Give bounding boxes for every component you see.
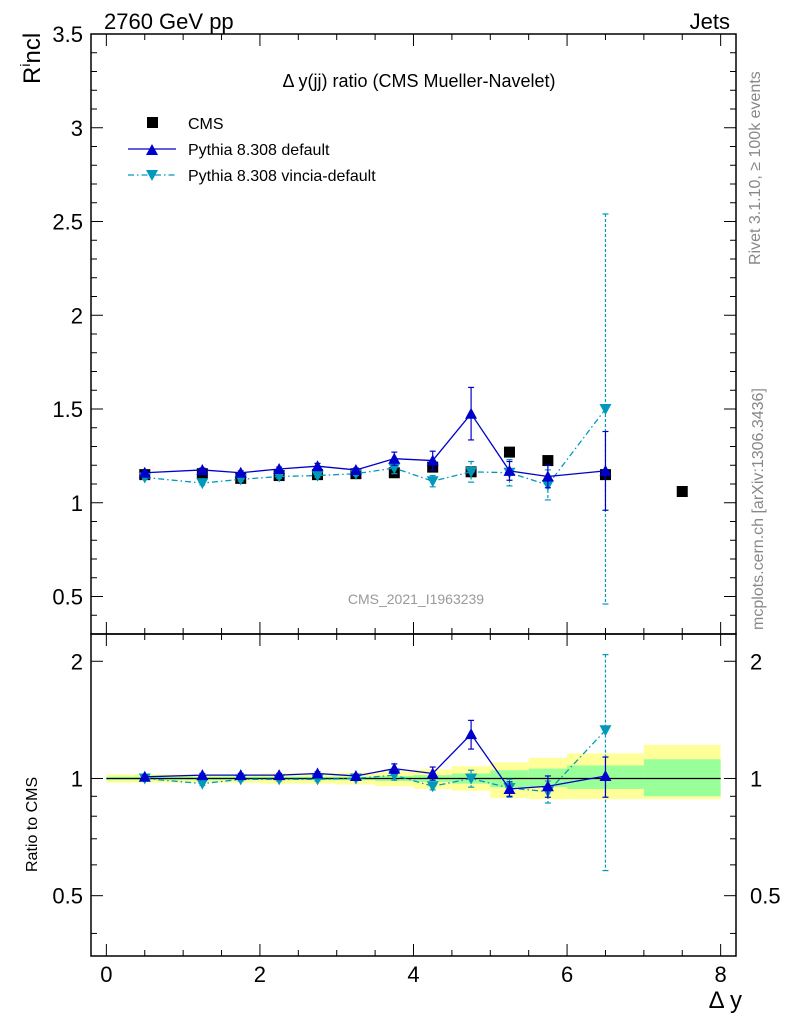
default-point: [138, 466, 151, 478]
default-point: [196, 463, 209, 475]
default-line: [144, 412, 606, 478]
legend-label-cms: CMS: [188, 116, 224, 133]
default-point: [426, 454, 439, 466]
ratio-default-point: [273, 769, 286, 781]
ratio-vincia-point: [426, 781, 439, 793]
ratio-default-point: [426, 767, 439, 779]
legend-marker-cms: [147, 117, 158, 128]
ratio-vincia-line: [144, 729, 606, 793]
ratio-default-point: [388, 762, 401, 774]
default-point: [234, 466, 247, 478]
default-point: [503, 464, 516, 476]
default-point: [388, 452, 401, 464]
cms-point: [676, 486, 688, 497]
ratio-default-point: [503, 782, 516, 794]
ratio-default-point: [465, 728, 478, 740]
y-tick-label-right: 2: [750, 649, 762, 674]
legend-label-vincia: Pythia 8.308 vincia-default: [188, 168, 376, 185]
analysis-label: CMS_2021_I1963239: [348, 591, 484, 607]
ratio-default-point: [599, 769, 612, 781]
vincia-point: [196, 478, 209, 490]
x-tick-label: 4: [407, 962, 419, 987]
x-axis-label: Δ y: [709, 987, 742, 1014]
default-point: [541, 470, 554, 482]
header-left: 2760 GeV pp: [104, 9, 234, 34]
chart-title: Δ y(jj) ratio (CMS Mueller-Navelet): [282, 71, 555, 91]
vincia-point: [426, 476, 439, 488]
x-tick-label: 2: [254, 962, 266, 987]
ratio-default-point: [311, 767, 324, 779]
ratio-frame: [90, 633, 737, 957]
ratio-vincia-point: [599, 725, 612, 737]
y-tick-label-right: 1: [750, 766, 762, 791]
stat-uncertainty-band: [643, 759, 721, 797]
ratio-default-point: [234, 769, 247, 781]
y-tick-label: 1: [71, 491, 83, 516]
y-tick-label-right: 0.5: [750, 884, 781, 909]
vincia-point: [465, 466, 478, 478]
ratio-vincia-point: [196, 778, 209, 790]
y-tick-label: 2: [71, 303, 83, 328]
watermark-rivet: Rivet 3.1.10, ≥ 100k events: [747, 71, 764, 265]
default-point: [599, 464, 612, 476]
ratio-vincia-point: [465, 773, 478, 785]
header-right: Jets: [690, 9, 730, 34]
y-tick-label: 1.5: [52, 397, 83, 422]
y-tick-label: 0.5: [52, 585, 83, 610]
y-tick-label: 1: [71, 766, 83, 791]
default-point: [311, 460, 324, 472]
main-plot: 0.5 1 1.5 2 2.5 3 3.5: [52, 22, 737, 635]
y-axis-label-main: Rincl: [17, 33, 46, 84]
y-tick-label: 3: [71, 116, 83, 141]
vincia-point: [599, 404, 612, 415]
vincia-point: [273, 471, 286, 483]
ratio-default-point: [138, 770, 151, 782]
y-tick-label: 0.5: [52, 884, 83, 909]
legend-marker-default: [146, 144, 158, 155]
vincia-point: [311, 470, 324, 482]
cms-point: [503, 446, 515, 458]
legend: CMS Pythia 8.308 default Pythia 8.308 vi…: [128, 116, 376, 185]
default-point: [465, 407, 478, 419]
ratio-plot: 0.5 0.5 1 1 2 2 0 2 4 6 8: [52, 633, 781, 987]
ratio-default-point: [196, 769, 209, 781]
default-point: [273, 463, 286, 474]
x-tick-label: 8: [715, 962, 727, 987]
default-point: [349, 463, 362, 475]
watermark-mcplots: mcplots.cern.ch [arXiv:1306.3436]: [750, 388, 767, 630]
vincia-line: [144, 408, 606, 486]
legend-label-default: Pythia 8.308 default: [188, 142, 330, 159]
y-tick-label: 2.5: [52, 210, 83, 235]
cms-point: [542, 455, 554, 467]
ratio-default-point: [349, 769, 362, 781]
ratio-default-point: [541, 780, 554, 792]
ratio-default-line: [144, 733, 606, 790]
x-tick-label: 0: [100, 962, 112, 987]
legend-marker-vincia: [146, 170, 158, 181]
y-tick-label: 2: [71, 649, 83, 674]
x-tick-label: 6: [561, 962, 573, 987]
y-axis-label-ratio: Ratio to CMS: [24, 777, 41, 872]
y-tick-label: 3.5: [52, 22, 83, 47]
